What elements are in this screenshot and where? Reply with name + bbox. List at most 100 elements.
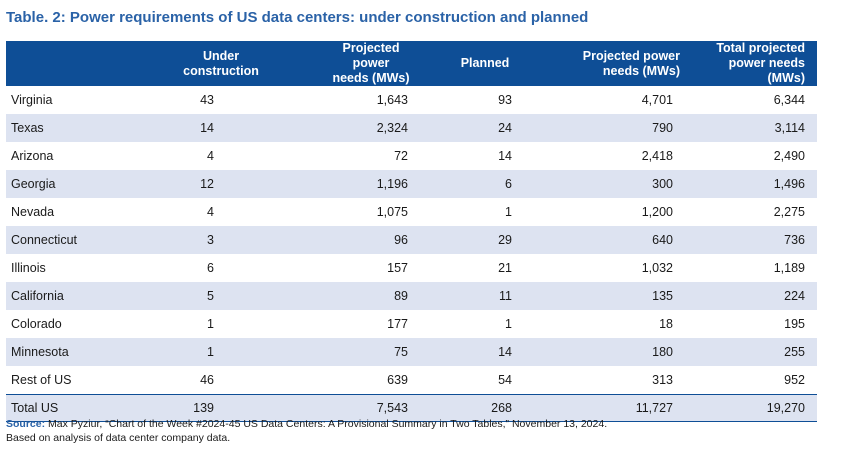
cell-projected-power-planned: 2,418 [542, 142, 692, 170]
cell-planned: 11 [424, 282, 542, 310]
cell-projected-power-planned: 1,032 [542, 254, 692, 282]
source-label: Source: [6, 418, 46, 430]
cell-total-projected: 3,114 [692, 114, 817, 142]
cell-projected-power-construction: 639 [284, 366, 424, 395]
header-line2: Planned [460, 56, 510, 70]
header-planned: Planned [424, 41, 542, 86]
header-state [6, 41, 142, 86]
cell-total-projected: 1,189 [692, 254, 817, 282]
cell-planned: 54 [424, 366, 542, 395]
cell-projected-power-planned: 300 [542, 170, 692, 198]
cell-planned: 1 [424, 310, 542, 338]
cell-state: Colorado [6, 310, 142, 338]
cell-projected-power-construction: 2,324 [284, 114, 424, 142]
cell-projected-power-construction: 75 [284, 338, 424, 366]
data-table: Under construction Projected power needs… [6, 41, 817, 422]
cell-under-construction: 46 [142, 366, 284, 395]
table-row: Texas 14 2,324 24 790 3,114 [6, 114, 817, 142]
source-line: Source: Max Pyziur, “Chart of the Week #… [6, 417, 607, 431]
cell-projected-power-construction: 157 [284, 254, 424, 282]
cell-projected-power-construction: 1,075 [284, 198, 424, 226]
cell-projected-power-planned: 1,200 [542, 198, 692, 226]
source-subnote: Based on analysis of data center company… [6, 432, 231, 444]
total-row: Total US 139 7,543 268 11,727 19,270 [6, 394, 817, 422]
cell-projected-power-construction: 1,196 [284, 170, 424, 198]
table-row: Colorado 1 177 1 18 195 [6, 310, 817, 338]
total-cell-projected-power-construction: 7,543 [284, 394, 424, 422]
cell-under-construction: 1 [142, 310, 284, 338]
header-line1: Projected power [342, 41, 400, 70]
cell-state: Georgia [6, 170, 142, 198]
cell-planned: 14 [424, 142, 542, 170]
cell-state: California [6, 282, 142, 310]
cell-state: Connecticut [6, 226, 142, 254]
table-row: Arizona 4 72 14 2,418 2,490 [6, 142, 817, 170]
cell-planned: 29 [424, 226, 542, 254]
total-cell-state: Total US [6, 394, 142, 422]
header-projected-power-construction: Projected power needs (MWs) [284, 41, 424, 86]
cell-projected-power-planned: 640 [542, 226, 692, 254]
cell-under-construction: 1 [142, 338, 284, 366]
table-row: Nevada 4 1,075 1 1,200 2,275 [6, 198, 817, 226]
header-line2: needs (MWs) [602, 63, 680, 78]
header-line1: Projected power [582, 48, 680, 63]
cell-total-projected: 2,275 [692, 198, 817, 226]
table-title: Table. 2: Power requirements of US data … [6, 9, 589, 26]
cell-under-construction: 4 [142, 142, 284, 170]
cell-state: Illinois [6, 254, 142, 282]
header-line2: power needs (MWs) [728, 56, 805, 85]
cell-state: Arizona [6, 142, 142, 170]
cell-total-projected: 224 [692, 282, 817, 310]
cell-state: Virginia [6, 86, 142, 114]
cell-projected-power-planned: 18 [542, 310, 692, 338]
cell-total-projected: 195 [692, 310, 817, 338]
table-row: California 5 89 11 135 224 [6, 282, 817, 310]
cell-projected-power-planned: 4,701 [542, 86, 692, 114]
cell-total-projected: 952 [692, 366, 817, 395]
cell-under-construction: 5 [142, 282, 284, 310]
cell-under-construction: 43 [142, 86, 284, 114]
cell-total-projected: 6,344 [692, 86, 817, 114]
header-line2: needs (MWs) [332, 71, 410, 85]
total-cell-total-projected: 19,270 [692, 394, 817, 422]
header-line1: Total projected [716, 41, 805, 55]
total-cell-projected-power-planned: 11,727 [542, 394, 692, 422]
table-row: Minnesota 1 75 14 180 255 [6, 338, 817, 366]
table-body: Virginia 43 1,643 93 4,701 6,344 Texas 14 2,324 2… [6, 86, 817, 395]
header-line2: construction [183, 63, 259, 78]
header-row: Under construction Projected power needs… [6, 41, 817, 86]
cell-total-projected: 255 [692, 338, 817, 366]
cell-state: Rest of US [6, 366, 142, 395]
cell-under-construction: 12 [142, 170, 284, 198]
cell-projected-power-planned: 180 [542, 338, 692, 366]
cell-projected-power-planned: 790 [542, 114, 692, 142]
table-row: Connecticut 3 96 29 640 736 [6, 226, 817, 254]
cell-total-projected: 1,496 [692, 170, 817, 198]
header-projected-power-planned: Projected power needs (MWs) [542, 41, 692, 86]
header-total-projected: Total projected power needs (MWs) [692, 41, 817, 86]
header-line1: Under [202, 48, 240, 63]
cell-projected-power-construction: 96 [284, 226, 424, 254]
table-row: Georgia 12 1,196 6 300 1,496 [6, 170, 817, 198]
header-under-construction: Under construction [142, 41, 284, 86]
cell-projected-power-construction: 89 [284, 282, 424, 310]
total-cell-planned: 268 [424, 394, 542, 422]
cell-planned: 93 [424, 86, 542, 114]
cell-projected-power-planned: 135 [542, 282, 692, 310]
cell-projected-power-construction: 1,643 [284, 86, 424, 114]
cell-total-projected: 736 [692, 226, 817, 254]
cell-planned: 24 [424, 114, 542, 142]
cell-projected-power-planned: 313 [542, 366, 692, 395]
cell-planned: 1 [424, 198, 542, 226]
source-text: Max Pyziur, “Chart of the Week #2024-45 … [45, 418, 608, 430]
cell-planned: 14 [424, 338, 542, 366]
cell-under-construction: 3 [142, 226, 284, 254]
cell-state: Minnesota [6, 338, 142, 366]
cell-planned: 21 [424, 254, 542, 282]
cell-planned: 6 [424, 170, 542, 198]
total-cell-under-construction: 139 [142, 394, 284, 422]
cell-state: Nevada [6, 198, 142, 226]
cell-projected-power-construction: 177 [284, 310, 424, 338]
cell-total-projected: 2,490 [692, 142, 817, 170]
